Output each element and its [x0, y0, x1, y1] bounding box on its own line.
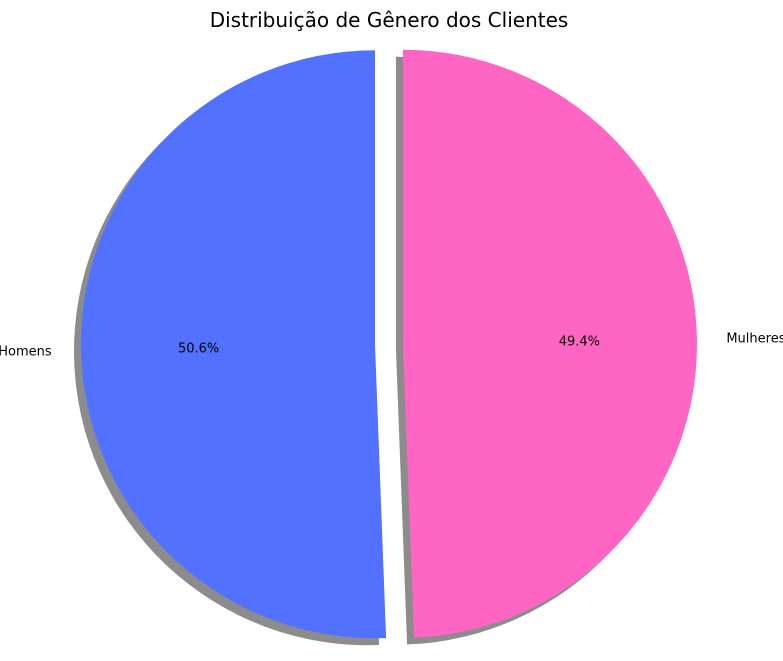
slice-percent-mulheres: 49.4%	[559, 334, 600, 349]
label-layer: Homens 50.6% Mulheres 49.4%	[0, 332, 783, 360]
pie-slice-mulheres	[402, 49, 697, 638]
slice-layer	[81, 49, 697, 639]
slice-percent-homens: 50.6%	[178, 342, 219, 357]
chart-title: Distribuição de Gênero dos Clientes	[210, 8, 569, 32]
slice-label-homens: Homens	[0, 344, 52, 359]
pie-slice-homens	[81, 50, 387, 639]
slice-label-mulheres: Mulheres	[726, 332, 783, 347]
